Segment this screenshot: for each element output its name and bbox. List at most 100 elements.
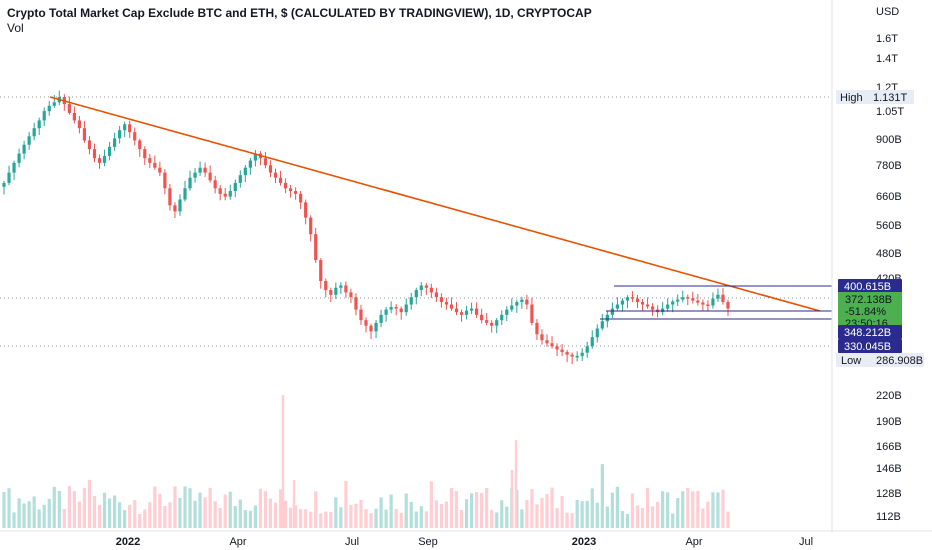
candle-body <box>610 308 614 315</box>
candle-body <box>696 300 700 303</box>
price-axis-ticks: 1.6T1.4T1.2T1.05T900B780B660B560B480B420… <box>876 33 904 523</box>
candle-body <box>711 298 715 306</box>
volume-bar <box>107 498 112 528</box>
candle-body <box>475 308 479 315</box>
volume-bar <box>2 492 6 528</box>
volume-bar <box>394 508 398 528</box>
volume-bar <box>97 504 102 528</box>
volume-bar <box>118 502 122 528</box>
volume-bar <box>565 512 569 528</box>
candle-body <box>334 287 338 295</box>
volume-bar <box>178 497 182 528</box>
volume-bar <box>324 511 328 528</box>
volume-bar <box>113 495 117 528</box>
volume-bar <box>600 464 604 528</box>
volume-bar <box>495 512 499 528</box>
volume-bar <box>379 497 383 528</box>
chart-title: Crypto Total Market Cap Exclude BTC and … <box>7 6 592 20</box>
volume-bar <box>133 500 137 528</box>
candle-body <box>661 308 665 313</box>
candle-body <box>595 328 599 338</box>
volume-bar <box>17 498 21 528</box>
x-tick-label: Jul <box>799 536 813 548</box>
volume-bar <box>67 486 71 528</box>
volume-bar <box>163 506 167 528</box>
volume-bars <box>2 395 730 528</box>
volume-spike <box>281 395 285 528</box>
candle-body <box>228 191 232 197</box>
candle-body <box>540 334 544 341</box>
volume-bar <box>309 511 313 528</box>
volume-bar <box>419 506 423 528</box>
candle-body <box>510 305 514 310</box>
volume-bar <box>671 513 675 528</box>
y-tick-label: 900B <box>876 134 902 146</box>
volume-bar <box>158 493 162 528</box>
candle-body <box>520 299 524 303</box>
volume-bar <box>208 487 212 528</box>
volume-bar <box>535 504 539 528</box>
candle-body <box>2 182 6 187</box>
candle-body <box>379 314 383 323</box>
volume-bar <box>585 500 589 528</box>
volume-bar <box>128 504 132 528</box>
volume-bar <box>676 498 680 528</box>
candle-body <box>309 217 313 235</box>
candle-body <box>424 285 428 288</box>
candle-body <box>118 130 122 139</box>
volume-bar <box>173 486 177 528</box>
candle-body <box>389 307 393 310</box>
candle-body <box>515 302 519 306</box>
candle-body <box>414 290 418 298</box>
volume-bar <box>138 513 142 528</box>
volume-bar <box>62 508 66 528</box>
volume-bar <box>530 488 534 528</box>
volume-bar <box>299 509 303 528</box>
candle-body <box>394 307 398 309</box>
volume-bar <box>686 487 690 528</box>
candle-body <box>706 304 710 307</box>
candle-body <box>198 167 202 173</box>
candle-body <box>17 153 21 163</box>
volume-bar <box>233 506 237 528</box>
candle-body <box>107 146 112 156</box>
volume-bar <box>374 508 378 528</box>
level-label-3-box <box>838 339 902 353</box>
volume-bar <box>82 488 87 528</box>
candle-body <box>409 297 413 305</box>
volume-bar <box>47 498 51 528</box>
candle-body <box>565 352 569 355</box>
volume-bar <box>213 501 217 528</box>
candle-body <box>329 290 333 295</box>
candle-body <box>168 188 172 206</box>
volume-bar <box>349 504 353 528</box>
volume-bar <box>520 509 524 528</box>
candle-body <box>555 346 559 350</box>
volume-bar <box>364 509 368 528</box>
volume-spike <box>510 470 514 528</box>
volume-bar <box>359 499 363 528</box>
volume-bar <box>263 491 268 528</box>
volume-bar <box>143 509 147 528</box>
candle-body <box>490 322 494 326</box>
volume-bar <box>389 494 393 528</box>
candle-body <box>600 321 604 329</box>
candle-body <box>12 162 16 173</box>
candle-body <box>128 124 132 133</box>
volume-bar <box>721 489 725 528</box>
volume-bar <box>37 509 41 528</box>
trendline <box>49 96 821 312</box>
volume-bar <box>459 510 464 528</box>
volume-bar <box>218 507 222 528</box>
candle-body <box>575 355 579 358</box>
volume-bar <box>12 512 16 528</box>
volume-bar <box>203 497 207 528</box>
volume-bar <box>92 495 97 528</box>
volume-bar <box>329 511 333 528</box>
candle-body <box>299 193 303 203</box>
volume-bar <box>7 488 11 528</box>
volume-bar <box>288 507 293 528</box>
volume-bar <box>625 513 630 528</box>
candle-body <box>133 132 137 141</box>
